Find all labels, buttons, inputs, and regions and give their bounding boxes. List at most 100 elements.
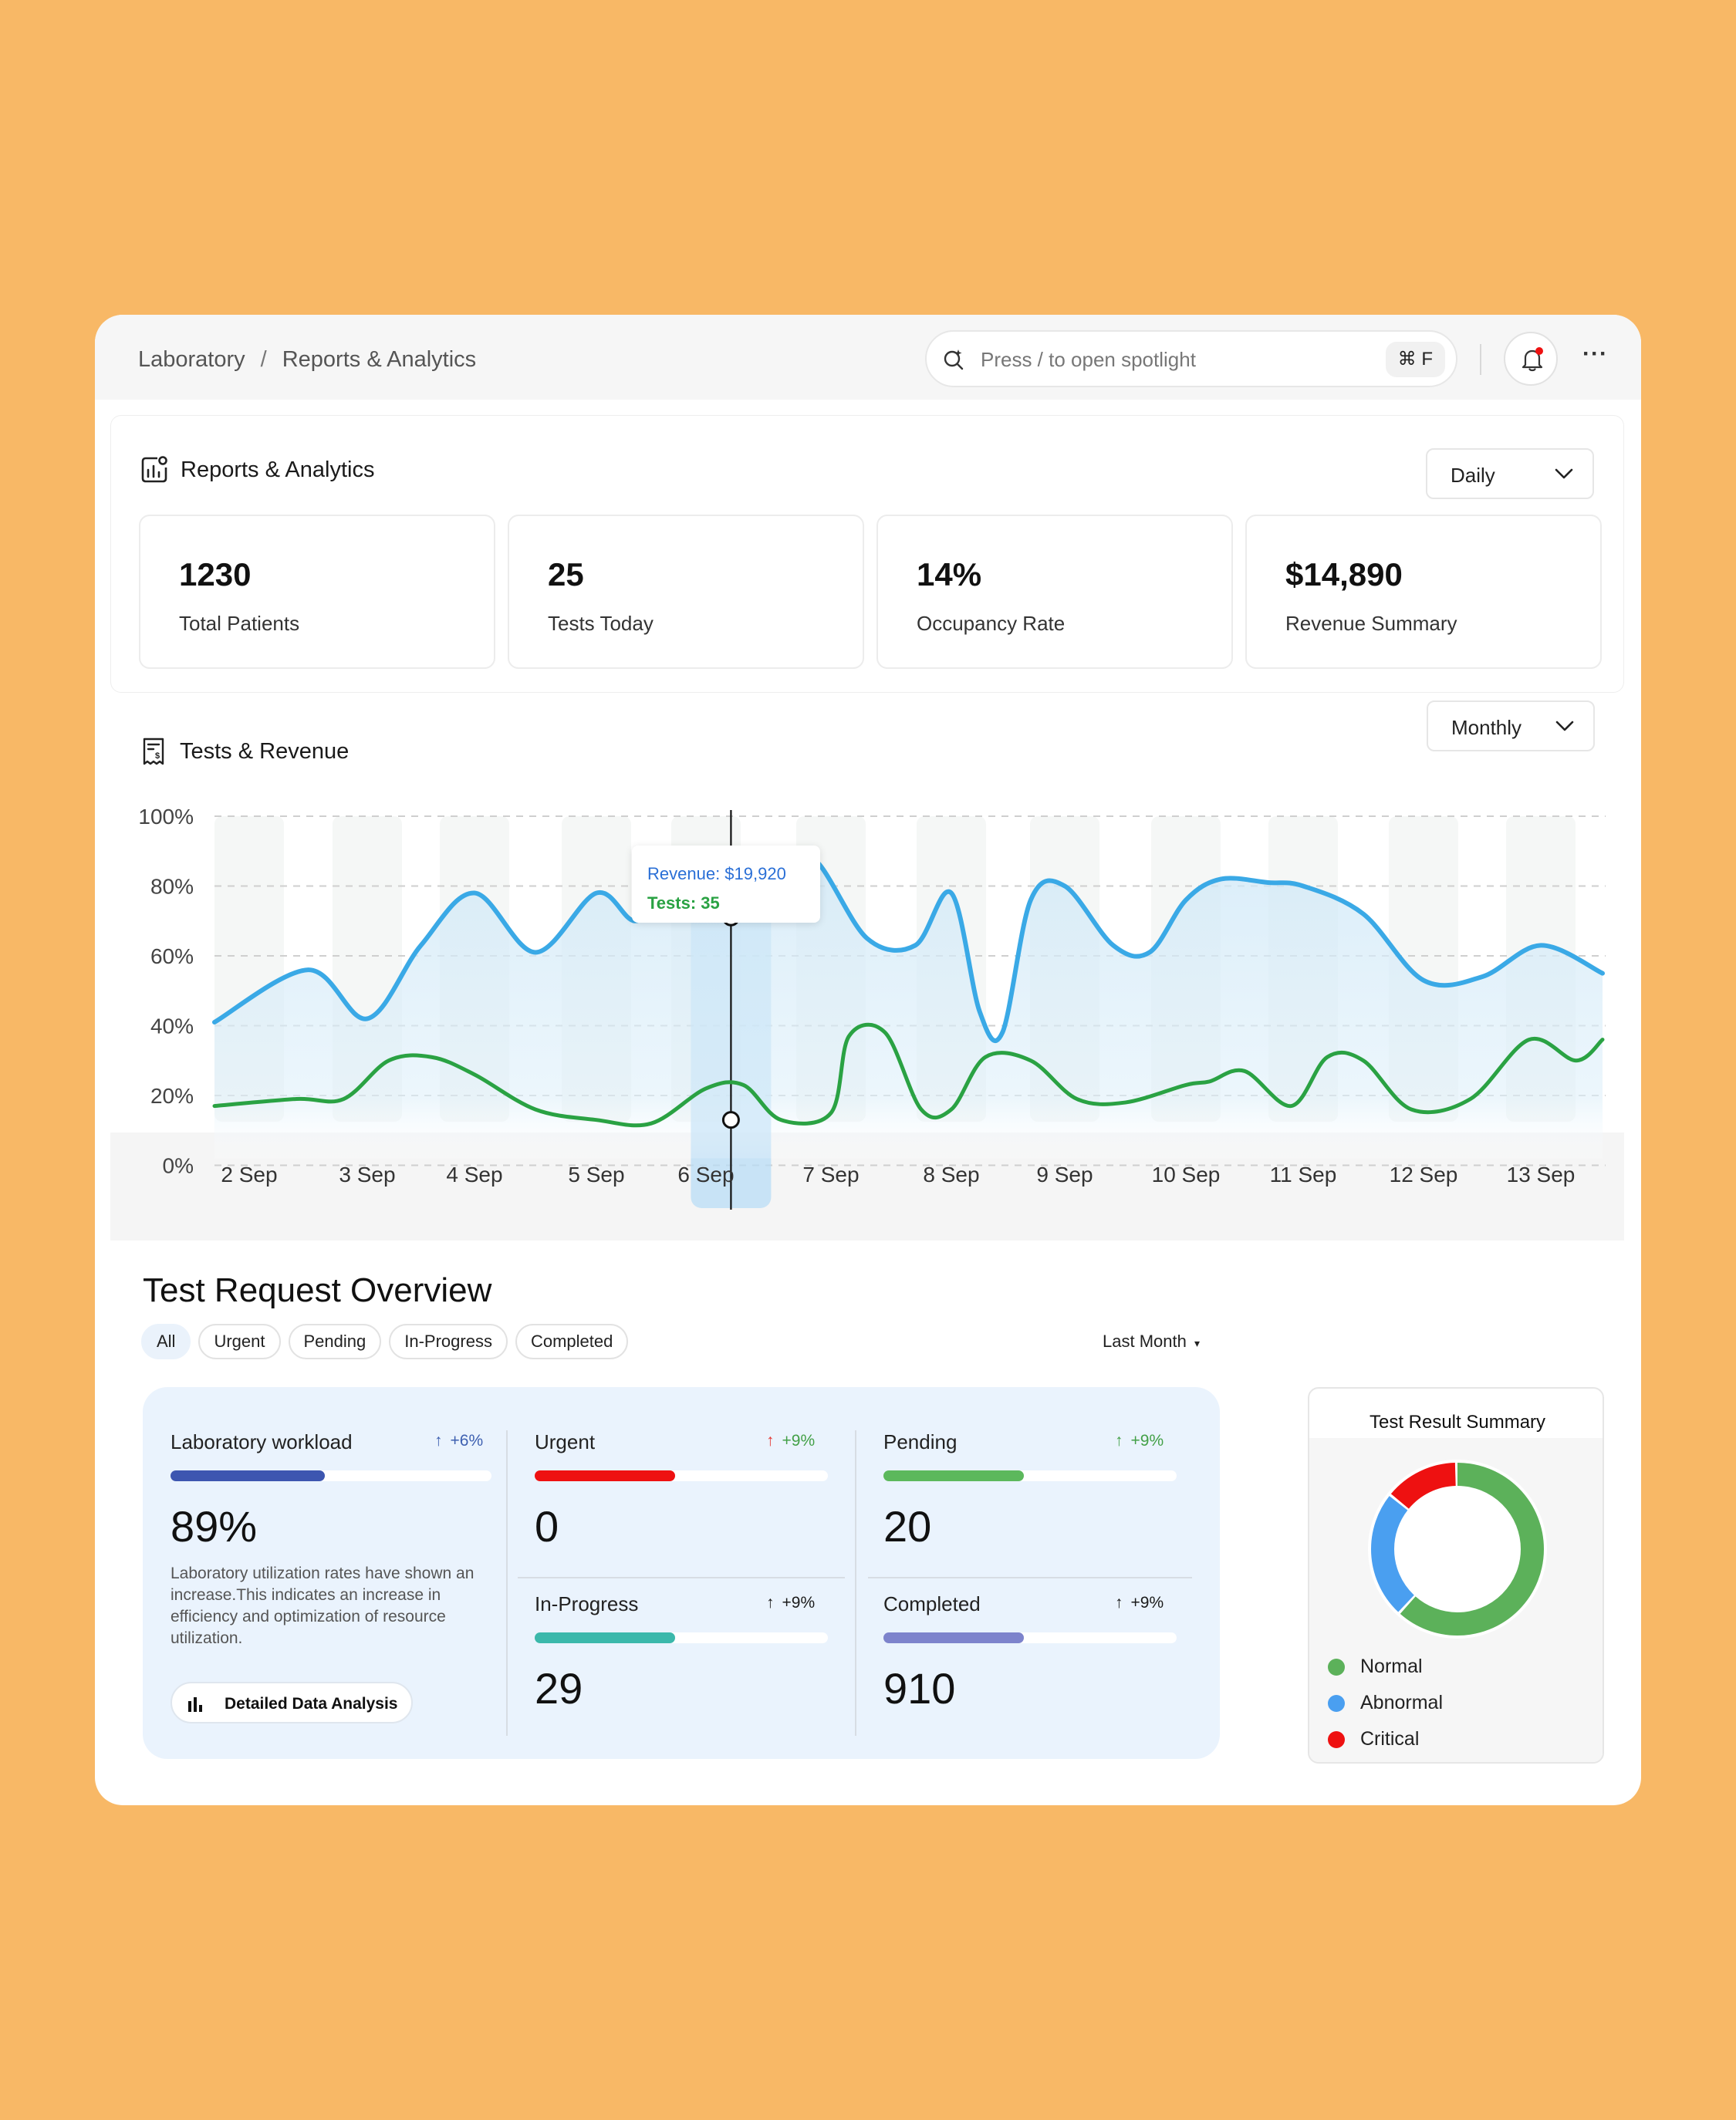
arrow-up-icon: ↑ — [766, 1432, 775, 1450]
result-donut-chart — [1368, 1460, 1547, 1639]
workload-progress-bar — [171, 1470, 491, 1481]
filter-chips: All Urgent Pending In-Progress Completed — [141, 1324, 629, 1359]
bar-chart-icon — [188, 1697, 202, 1712]
metric-progress-fill — [883, 1632, 1025, 1643]
tests-revenue-chart: 100% 80% 60% 40% 20% 0% 2 Sep 3 Sep 4 Sep 5 Sep 6 … — [110, 809, 1624, 1241]
tests-line — [212, 1022, 1605, 1128]
metric-delta-completed: ↑ +9% — [1115, 1594, 1164, 1612]
metric-delta-value: +9% — [1130, 1594, 1164, 1612]
stat-card-tests-today: 25 Tests Today — [508, 515, 864, 669]
chevron-down-icon — [1555, 721, 1574, 731]
donut-background — [1368, 1460, 1547, 1639]
legend-label: Abnormal — [1360, 1692, 1443, 1713]
notifications-button[interactable] — [1504, 332, 1558, 386]
period-select-monthly[interactable]: Monthly — [1427, 700, 1595, 751]
filter-chip-urgent[interactable]: Urgent — [198, 1324, 281, 1359]
arrow-up-icon: ↑ — [434, 1432, 443, 1450]
summary-title: Test Result Summary — [1369, 1412, 1546, 1433]
metric-delta-in-progress: ↑ +9% — [766, 1594, 815, 1612]
filter-chip-in-progress[interactable]: In-Progress — [389, 1324, 508, 1359]
svg-text:$: $ — [155, 751, 160, 761]
divider — [506, 1430, 508, 1736]
range-select-value: Last Month — [1103, 1332, 1187, 1351]
breadcrumb-root[interactable]: Laboratory — [138, 347, 245, 372]
reports-title: Reports & Analytics — [139, 454, 374, 485]
period-select-daily[interactable]: Daily — [1426, 448, 1594, 499]
range-select[interactable]: Last Month ▾ — [1103, 1332, 1200, 1352]
legend-item-abnormal: Abnormal — [1328, 1692, 1443, 1714]
stat-label: Total Patients — [179, 612, 300, 635]
search-sparkle-icon — [944, 349, 964, 370]
metric-title-completed: Completed — [883, 1592, 981, 1615]
x-tick-label: 5 Sep — [568, 1163, 624, 1187]
workload-description: Laboratory utilization rates have shown … — [171, 1565, 475, 1647]
metric-progress-bar-urgent — [535, 1470, 828, 1481]
x-tick-label: 7 Sep — [802, 1163, 859, 1187]
stat-card-occupancy-rate: 14% Occupancy Rate — [876, 515, 1233, 669]
metric-progress-fill — [535, 1632, 676, 1643]
legend-dot — [1328, 1730, 1345, 1748]
tooltip-tests: Tests: 35 — [647, 893, 720, 913]
donut-segment-abnormal — [1371, 1463, 1544, 1636]
stat-value: $14,890 — [1285, 556, 1403, 592]
analytics-icon — [141, 456, 167, 483]
breadcrumb-current[interactable]: Reports & Analytics — [282, 347, 477, 372]
divider — [868, 1577, 1192, 1578]
metric-delta-pending: ↑ +9% — [1115, 1432, 1164, 1450]
workload-value: 89% — [171, 1502, 258, 1551]
legend-item-critical: Critical — [1328, 1728, 1419, 1750]
y-tick-label: 20% — [150, 1084, 194, 1108]
stat-value: 25 — [548, 556, 584, 592]
legend-dot — [1328, 1694, 1345, 1712]
metric-progress-fill — [883, 1470, 1025, 1481]
divider — [518, 1577, 845, 1578]
stat-card-total-patients: 1230 Total Patients — [139, 515, 495, 669]
legend-label: Normal — [1360, 1656, 1423, 1677]
workload-delta: ↑ +6% — [434, 1432, 483, 1450]
arrow-up-icon: ↑ — [766, 1594, 775, 1612]
app-window: Laboratory / Reports & Analytics Press /… — [95, 315, 1641, 1805]
metric-title-in-progress: In-Progress — [535, 1592, 639, 1615]
metric-delta-value: +9% — [782, 1594, 816, 1612]
spotlight-search[interactable]: Press / to open spotlight ⌘ F — [925, 330, 1457, 387]
metric-progress-bar-pending — [883, 1470, 1177, 1481]
period-select-value: Monthly — [1451, 716, 1522, 739]
reports-panel: Reports & Analytics Daily 1230 Total Pat… — [110, 415, 1624, 693]
x-tick-label: 9 Sep — [1036, 1163, 1093, 1187]
test-result-summary-card: Test Result Summary Normal Abnormal Crit… — [1308, 1387, 1604, 1764]
data-point-marker — [721, 1111, 740, 1129]
more-options-button[interactable]: ··· — [1582, 341, 1608, 366]
y-tick-label: 100% — [138, 809, 194, 829]
stat-label: Tests Today — [548, 612, 654, 635]
tests-revenue-title: $ Tests & Revenue — [138, 736, 349, 767]
detailed-analysis-button[interactable]: Detailed Data Analysis — [171, 1682, 413, 1723]
legend-label: Critical — [1360, 1728, 1420, 1750]
filter-chip-all[interactable]: All — [141, 1324, 191, 1359]
y-tick-label: 60% — [150, 944, 194, 968]
metric-value-in-progress: 29 — [535, 1664, 583, 1713]
x-tick-label: 6 Sep — [677, 1163, 734, 1187]
legend-dot — [1328, 1658, 1345, 1676]
x-tick-label: 10 Sep — [1152, 1163, 1221, 1187]
overview-title: Test Request Overview — [143, 1271, 492, 1309]
search-input[interactable]: Press / to open spotlight — [981, 348, 1196, 371]
stat-label: Revenue Summary — [1285, 612, 1457, 635]
tooltip-revenue: Revenue: $19,920 — [647, 864, 786, 883]
filter-chip-completed[interactable]: Completed — [515, 1324, 629, 1359]
shortcut-badge: ⌘ F — [1385, 342, 1445, 377]
metric-delta-urgent: ↑ +9% — [766, 1432, 815, 1450]
tests-revenue-panel: $ Tests & Revenue Monthly 100% 80% 60% 40% 2… — [110, 700, 1624, 1248]
x-tick-label: 4 Sep — [446, 1163, 502, 1187]
workload-progress-fill — [171, 1470, 325, 1481]
workload-delta-value: +6% — [450, 1432, 484, 1450]
stat-value: 1230 — [179, 556, 252, 592]
period-select-value: Daily — [1451, 464, 1495, 487]
stat-card-revenue-summary: $14,890 Revenue Summary — [1245, 515, 1602, 669]
stat-value: 14% — [917, 556, 982, 592]
arrow-up-icon: ↑ — [1115, 1594, 1123, 1612]
y-tick-label: 0% — [163, 1154, 194, 1178]
metric-delta-value: +9% — [1130, 1432, 1164, 1450]
filter-chip-pending[interactable]: Pending — [288, 1324, 382, 1359]
metric-value-urgent: 0 — [535, 1502, 559, 1551]
x-tick-label: 12 Sep — [1390, 1163, 1458, 1187]
